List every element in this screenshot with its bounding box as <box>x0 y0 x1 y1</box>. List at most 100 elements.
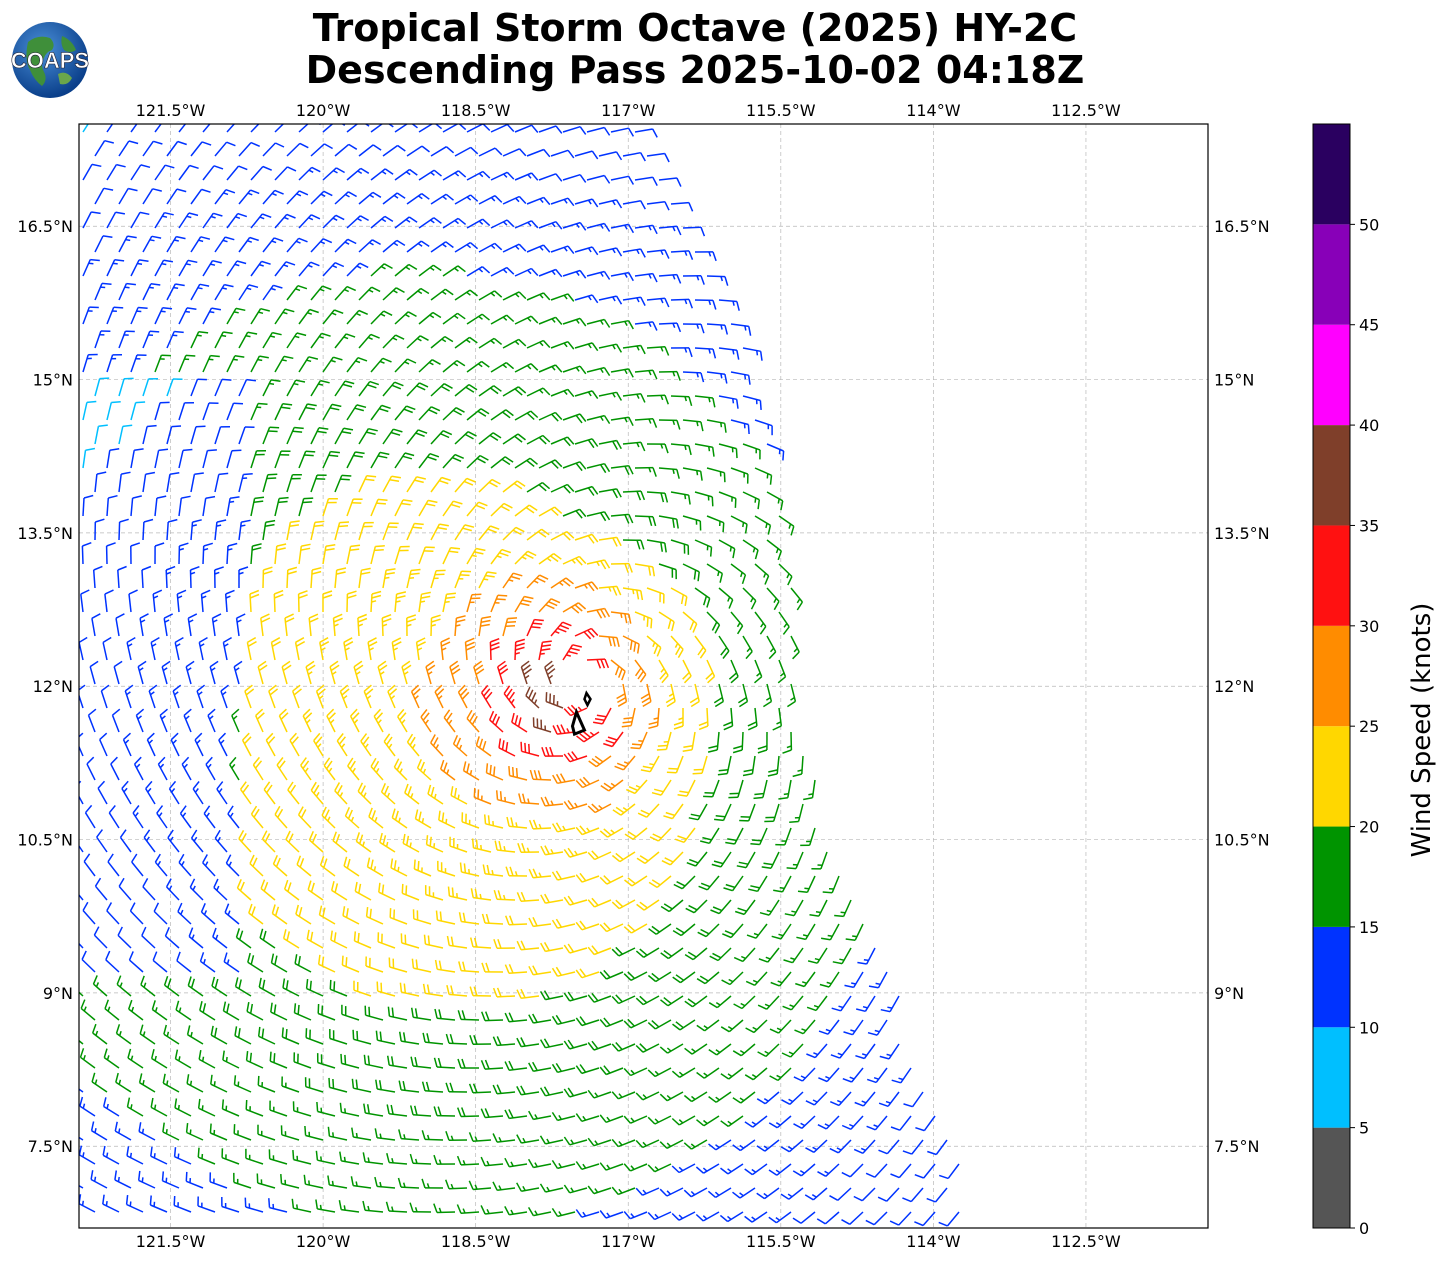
wind-barb <box>562 555 587 566</box>
wind-barb <box>249 854 264 877</box>
wind-barb <box>286 426 304 445</box>
wind-barb <box>249 589 260 613</box>
wind-barb <box>492 1036 516 1047</box>
wind-barb <box>139 1024 156 1045</box>
wind-barb <box>442 453 464 469</box>
wind-barb <box>82 447 96 469</box>
wind-barb <box>575 1016 600 1027</box>
wind-barb <box>130 306 148 325</box>
wind-barb <box>502 243 527 253</box>
wind-barb <box>358 191 382 205</box>
wind-barb <box>425 660 436 685</box>
wind-barb <box>692 755 708 775</box>
wind-barb <box>527 1158 552 1169</box>
wind-barb <box>146 732 156 757</box>
wind-barb <box>551 870 576 881</box>
wind-barb <box>351 1078 372 1093</box>
wind-barb <box>587 850 612 861</box>
wind-barb <box>490 314 515 325</box>
wind-barb <box>790 635 800 660</box>
wind-barb <box>188 927 204 949</box>
wind-barb <box>286 142 309 157</box>
wind-barb <box>575 825 600 836</box>
wind-barb <box>339 1151 360 1165</box>
wind-barb <box>587 1089 612 1099</box>
wind-barb <box>528 916 552 928</box>
wind-barb <box>270 953 288 973</box>
wind-barb <box>282 929 300 949</box>
wind-barb <box>394 499 413 517</box>
wind-barb <box>718 299 740 311</box>
wind-barb <box>442 265 466 277</box>
wind-barb <box>152 589 163 613</box>
wind-barb <box>490 361 515 373</box>
wind-barb <box>775 827 792 846</box>
wind-barb <box>346 167 370 181</box>
wind-barb <box>214 519 227 541</box>
wind-barb <box>722 923 744 939</box>
wind-barb <box>394 216 418 229</box>
wind-barb <box>80 589 90 613</box>
wind-barb <box>682 515 702 531</box>
wind-barb <box>235 613 246 637</box>
wind-barb <box>718 347 740 360</box>
wind-barb <box>683 1091 708 1103</box>
wind-barb <box>211 976 228 997</box>
wind-barb <box>214 283 234 301</box>
wind-barb <box>127 999 144 1021</box>
wind-barb <box>79 1096 96 1117</box>
wind-barb <box>186 1025 204 1045</box>
wind-barb <box>478 525 500 541</box>
wind-barb <box>166 235 186 253</box>
wind-barb <box>725 827 744 845</box>
wind-barb <box>797 875 816 894</box>
wind-barb <box>723 875 744 892</box>
wind-barb <box>226 124 236 133</box>
wind-barb <box>754 515 772 535</box>
wind-barb <box>706 563 724 583</box>
wind-barb <box>82 353 98 373</box>
wind-barb <box>670 635 684 658</box>
wind-barb <box>647 1211 672 1221</box>
wind-barb <box>742 443 761 460</box>
wind-barb <box>528 1013 552 1024</box>
wind-barb <box>274 805 288 829</box>
wind-barb <box>866 1115 888 1131</box>
wind-barb <box>128 951 144 973</box>
wind-barb <box>214 141 236 157</box>
wind-barb <box>105 542 116 565</box>
wind-barb <box>358 286 381 301</box>
wind-barb <box>454 289 478 301</box>
colorbar-segment <box>1313 1127 1350 1228</box>
wind-barb <box>551 1111 576 1122</box>
wind-barb <box>274 496 289 517</box>
wind-barb <box>550 245 575 255</box>
wind-barb <box>203 805 216 829</box>
wind-barb <box>178 259 198 277</box>
colorbar-tick-label: 25 <box>1359 717 1379 736</box>
wind-barb <box>574 294 599 304</box>
colorbar-tick-label: 45 <box>1359 316 1379 335</box>
wind-barb <box>756 1139 780 1152</box>
wind-barb <box>526 574 549 589</box>
wind-barb <box>478 242 503 253</box>
wind-barb <box>175 1000 192 1021</box>
wind-barb <box>178 853 192 877</box>
wind-barb <box>610 464 634 476</box>
wind-barb <box>843 1019 864 1036</box>
wind-barb <box>647 1163 672 1173</box>
wind-barb <box>658 515 679 529</box>
wind-barb <box>478 147 503 157</box>
wind-barb <box>492 1084 516 1095</box>
wind-barb <box>634 659 647 683</box>
wind-barb <box>382 144 406 157</box>
wind-barb <box>293 1003 312 1021</box>
wind-barb <box>516 1134 540 1144</box>
wind-barb <box>262 426 280 445</box>
wind-barb <box>256 1173 276 1189</box>
colorbar-tick-label: 50 <box>1359 215 1379 234</box>
lat-tick-label-right: 12°N <box>1214 677 1254 696</box>
wind-barb <box>666 755 684 774</box>
wind-barb <box>250 449 267 469</box>
